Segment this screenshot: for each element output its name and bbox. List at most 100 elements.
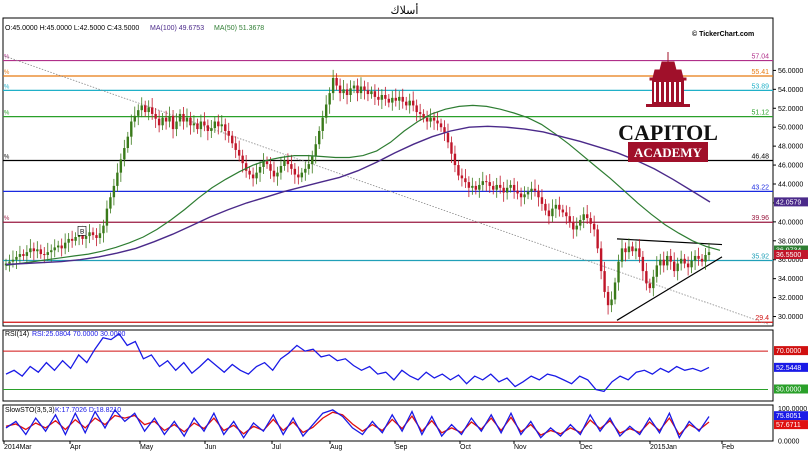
- candle-body: [217, 121, 220, 127]
- candle-body: [439, 123, 443, 128]
- candle-body: [304, 168, 307, 173]
- candle-body: [192, 123, 196, 126]
- candle-body: [662, 259, 665, 266]
- ma50-line: [5, 104, 721, 266]
- y-tick-label: 54.0000: [778, 87, 803, 94]
- candle-body: [394, 97, 397, 101]
- candle-body: [140, 105, 143, 111]
- candle-body: [599, 248, 603, 272]
- candle-body: [318, 130, 321, 145]
- level-pct: %: [4, 55, 10, 61]
- capitol-dome-icon: [649, 52, 687, 81]
- candle-body: [659, 259, 662, 266]
- capitol-column-icon: [679, 82, 681, 102]
- candle-body: [509, 184, 512, 188]
- x-tick-label: Nov: [514, 444, 527, 451]
- candle-body: [283, 160, 286, 167]
- candle-body: [331, 77, 335, 94]
- candle-body: [53, 247, 56, 251]
- candle-body: [572, 221, 575, 230]
- candle-body: [672, 261, 676, 272]
- candle-body: [258, 166, 262, 173]
- candle-body: [206, 125, 210, 131]
- candle-body: [492, 185, 495, 190]
- candle-body: [60, 245, 63, 249]
- capitol-column-icon: [659, 82, 661, 102]
- candle-body: [464, 178, 467, 183]
- main-panel-frame: [2, 17, 774, 327]
- candle-body: [234, 143, 237, 150]
- level-label: 43.22: [751, 184, 769, 191]
- candle-body: [262, 161, 265, 167]
- last-value-label: 36.5500: [776, 252, 801, 259]
- candle-body: [408, 100, 411, 106]
- candle-body: [276, 172, 279, 177]
- candle-body: [679, 258, 683, 264]
- rsi-level-tag: [774, 384, 808, 394]
- level-label: 51.12: [751, 110, 769, 117]
- y-tick-label: 40.0000: [778, 219, 803, 226]
- candle-body: [697, 255, 700, 259]
- candle-body: [11, 259, 15, 262]
- watermark: © TickerChart.com: [692, 30, 754, 38]
- candle-body: [255, 172, 258, 179]
- last-value-label: 42.0579: [776, 199, 801, 206]
- x-tick-label: 2014Mar: [4, 444, 32, 451]
- candle-body: [147, 107, 150, 113]
- candle-body: [15, 256, 18, 260]
- candle-body: [321, 117, 324, 131]
- rsi-line: [5, 332, 710, 393]
- candle-body: [67, 238, 70, 243]
- candle-body: [231, 135, 234, 144]
- sto-readout: K:17.7026 D:18.8210: [55, 407, 121, 414]
- candle-body: [272, 170, 276, 177]
- candle-body: [592, 223, 596, 230]
- candle-body: [523, 194, 526, 198]
- candle-body: [384, 95, 387, 99]
- candle-body: [8, 261, 11, 264]
- candle-body: [210, 128, 213, 131]
- rsi-last-tag: [774, 362, 808, 372]
- candle-body: [450, 142, 453, 154]
- candle-body: [579, 219, 582, 226]
- candle-body: [102, 225, 105, 234]
- candle-body: [617, 261, 620, 283]
- candle-body: [544, 203, 547, 211]
- candle-body: [498, 184, 502, 188]
- y-tick-label: 44.0000: [778, 182, 803, 189]
- marker-box: [77, 226, 87, 236]
- sto-d-line: [5, 411, 710, 436]
- candle-body: [356, 85, 359, 94]
- candle-body: [189, 117, 192, 126]
- level-label: 39.96: [751, 215, 769, 222]
- candle-body: [168, 115, 171, 122]
- candle-body: [606, 291, 610, 306]
- candle-body: [666, 255, 669, 266]
- y-tick-label: 32.0000: [778, 295, 803, 302]
- candle-body: [224, 124, 227, 131]
- candle-body: [603, 271, 606, 292]
- candle-body: [554, 204, 558, 209]
- candle-body: [634, 248, 638, 252]
- candle-body: [324, 104, 328, 118]
- candle-body: [631, 246, 634, 252]
- candle-body: [401, 96, 404, 102]
- candle-body: [265, 161, 269, 165]
- candle-body: [244, 163, 248, 171]
- level-label: 29.4: [755, 315, 769, 322]
- candle-body: [220, 124, 223, 127]
- candle-body: [551, 208, 554, 217]
- candle-body: [565, 212, 568, 217]
- sto-last-label: 75.8051: [776, 413, 801, 420]
- y-tick-label: 52.0000: [778, 106, 803, 113]
- candle-body: [446, 132, 450, 143]
- ma100-line: [5, 125, 711, 266]
- candle-body: [22, 254, 25, 256]
- candle-body: [359, 86, 363, 94]
- candle-body: [342, 89, 345, 94]
- candle-body: [589, 218, 592, 224]
- level-label: 55.41: [751, 69, 769, 76]
- candle-body: [690, 260, 693, 268]
- candle-body: [178, 113, 182, 122]
- candle-body: [84, 236, 88, 239]
